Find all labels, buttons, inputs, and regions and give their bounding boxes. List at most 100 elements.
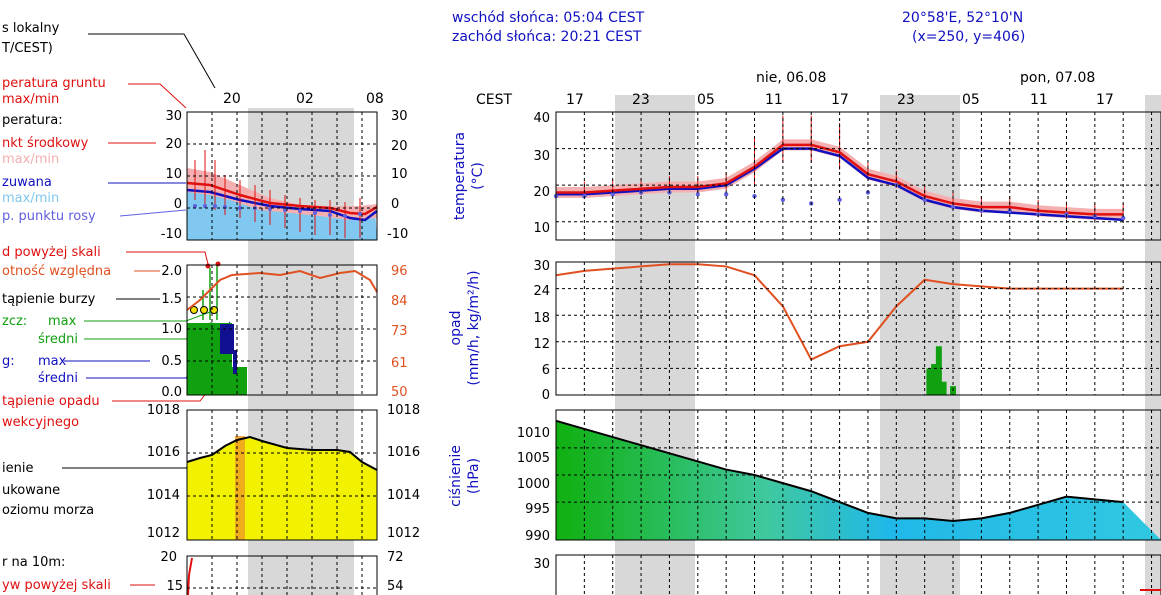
left-wind-tick: 20	[160, 550, 177, 565]
legend-precip-avg: średni	[38, 332, 78, 347]
left-pressure-tick-r: 1012	[387, 526, 420, 541]
legend-perceived-maxmin: max/min	[2, 191, 59, 206]
legend-pressure-1: ienie	[2, 461, 33, 476]
left-wind-panel: 20 15 72 54	[160, 550, 404, 595]
legend-temp: peratura:	[2, 113, 63, 128]
main-pressure-tick: 1000	[517, 477, 550, 492]
pressure-axis-label: ciśnienie	[448, 445, 464, 507]
left-chart: 20 02 08	[147, 91, 420, 595]
main-chart: nie, 06.08 pon, 07.08 CEST 17 23 05 11 1…	[448, 70, 1161, 595]
main-pressure-tick: 1005	[517, 451, 550, 466]
legend-storm: tąpienie burzy	[2, 292, 96, 307]
main-temp-tick: 10	[533, 221, 550, 236]
main-hour-label: 23	[897, 92, 915, 108]
precip-bar	[935, 346, 942, 395]
legend-soil-maxmin: max/min	[2, 92, 59, 107]
main-temp-tick: 40	[533, 111, 550, 126]
left-precip-tick: 2.0	[161, 264, 182, 279]
main-wind-panel: 30	[533, 554, 1161, 595]
main-precip-tick: 12	[533, 337, 550, 352]
temp-axis-unit: (°C)	[470, 162, 486, 190]
left-hour-label: 20	[223, 91, 241, 107]
left-temp-tick: 20	[165, 137, 182, 152]
left-hour-label: 08	[366, 91, 384, 107]
main-pressure-tick: 990	[525, 529, 550, 544]
precip-axis-label: opad	[448, 311, 464, 346]
left-pressure-tick-r: 1014	[387, 488, 420, 503]
sunrise-text: wschód słońca: 05:04 CEST	[452, 10, 645, 26]
legend-wind-above: yw powyżej skali	[2, 578, 111, 593]
legend-precip-max: max	[48, 314, 77, 329]
left-precip-tick: 0.0	[161, 385, 182, 400]
day1-label: nie, 06.08	[756, 70, 826, 86]
dewpoint-point	[723, 192, 729, 197]
coords-text: 20°58'E, 52°10'N	[902, 10, 1023, 26]
dewpoint-point	[695, 192, 700, 197]
left-humidity-tick: 73	[391, 324, 408, 339]
legend-humidity: otność względna	[2, 264, 111, 279]
legend-pressure-3: oziomu morza	[2, 503, 94, 518]
left-pressure-panel: 1018 1016 1014 1012 1018 1016 1014 1012	[147, 403, 420, 541]
left-hour-ticks: 20 02 08	[223, 91, 384, 107]
precip-bar	[940, 381, 947, 395]
temp-axis-label: temperatura	[452, 132, 468, 220]
left-wind-tick-r: 54	[387, 579, 404, 594]
left-pressure-tick: 1012	[147, 526, 180, 541]
left-temp-tick: -10	[161, 227, 182, 242]
left-temp-tick: 10	[165, 167, 182, 182]
main-hour-label: 17	[566, 92, 584, 108]
dewpoint-point	[1120, 215, 1126, 221]
left-pressure-tick: 1014	[147, 488, 180, 503]
legend-precip-above: d powyżej skali	[2, 245, 101, 260]
left-pressure-tick-r: 1018	[387, 403, 420, 418]
left-pressure-tick-r: 1016	[387, 445, 420, 460]
legend-mid-point: nkt środkowy	[2, 136, 89, 151]
left-wind-tick: 15	[166, 579, 183, 594]
legend: s lokalny T/CEST) peratura gruntu max/mi…	[1, 21, 231, 593]
main-temp-tick: 30	[533, 149, 550, 164]
left-pressure-tick: 1018	[147, 403, 180, 418]
left-temp-tick-r: 10	[391, 167, 408, 182]
legend-time-zone: T/CEST)	[1, 41, 53, 56]
left-humidity-tick: 84	[391, 294, 408, 309]
precip-bar	[926, 368, 933, 395]
left-humidity-tick: 61	[391, 356, 408, 371]
tz-label: CEST	[476, 92, 513, 108]
pressure-axis-unit: (hPa)	[466, 458, 482, 494]
left-temp-tick-r: 0	[391, 197, 399, 212]
main-precip-panel: 30 24 18 12 6 0 opad (mm/h, kg/m²/h)	[448, 259, 1161, 403]
dewpoint-point	[837, 197, 842, 202]
dewpoint-point	[610, 192, 615, 197]
main-hour-label: 17	[831, 92, 849, 108]
legend-soil-temp: peratura gruntu	[2, 76, 106, 91]
pressure-area	[556, 420, 1161, 540]
precip-axis-unit: (mm/h, kg/m²/h)	[466, 270, 482, 385]
legend-mid-maxmin: max/min	[2, 152, 59, 167]
main-precip-tick: 24	[533, 284, 550, 299]
precip-bar	[931, 363, 938, 395]
main-hour-label: 23	[632, 92, 650, 108]
main-precip-tick: 0	[542, 388, 550, 403]
main-hour-label: 11	[1030, 92, 1048, 108]
left-humidity-tick: 50	[391, 385, 408, 400]
main-pressure-panel: 1010 1005 1000 995 990 ciśnienie (hPa)	[448, 409, 1161, 544]
left-humidity-tick: 96	[391, 264, 408, 279]
main-temp-panel: 40 30 20 10 temperatura (°C)	[452, 111, 1161, 241]
left-temp-panel: 30 20 10 0 -10 30 20 10 0 -10	[161, 109, 408, 242]
legend-wind: r na 10m:	[2, 555, 65, 570]
main-hour-label: 05	[697, 92, 715, 108]
left-precip-tick: 0.5	[161, 354, 182, 369]
day2-label: pon, 07.08	[1020, 70, 1095, 86]
left-wind-tick-r: 72	[387, 550, 404, 565]
dewpoint-point	[922, 197, 927, 202]
left-precip-panel: 2.0 1.5 1.0 0.5 0.0 96 84 73 61 50	[161, 261, 408, 400]
legend-storm-avg: średni	[38, 371, 78, 386]
legend-dew: p. punktu rosy	[2, 209, 96, 224]
legend-conv-occ: tąpienie opadu	[2, 394, 100, 409]
legend-time-local: s lokalny	[2, 21, 60, 36]
main-pressure-tick: 1010	[517, 426, 550, 441]
temperature-line	[556, 143, 1124, 216]
left-precip-tick: 1.5	[161, 292, 182, 307]
main-precip-tick: 30	[533, 259, 550, 274]
